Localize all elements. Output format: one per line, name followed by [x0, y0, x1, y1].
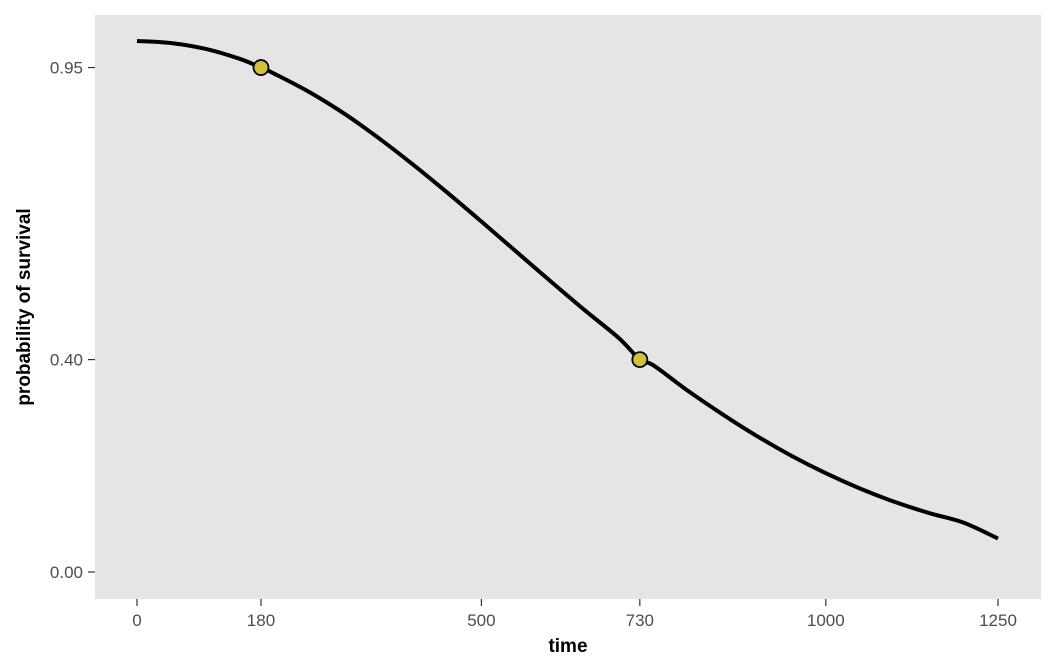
x-axis-title: time [548, 636, 587, 657]
x-tick-label: 730 [626, 611, 654, 630]
x-tick-label: 1250 [979, 611, 1017, 630]
highlight-point [252, 59, 270, 76]
y-axis-title: probability of survival [14, 208, 35, 405]
highlight-point [631, 351, 649, 369]
x-tick-label: 0 [132, 611, 141, 630]
plot-panel [95, 15, 1041, 599]
x-tick-label: 1000 [807, 611, 845, 630]
y-tick-label: 0.40 [50, 351, 83, 370]
x-tick-label: 500 [467, 611, 495, 630]
y-axis: 0.00 0.40 0.95 [50, 59, 95, 582]
highlight-points [252, 59, 649, 369]
x-axis: 0 180 500 730 1000 1250 [132, 599, 1017, 630]
x-tick-label: 180 [247, 611, 275, 630]
y-tick-label: 0.00 [50, 563, 83, 582]
y-tick-label: 0.95 [50, 59, 83, 78]
